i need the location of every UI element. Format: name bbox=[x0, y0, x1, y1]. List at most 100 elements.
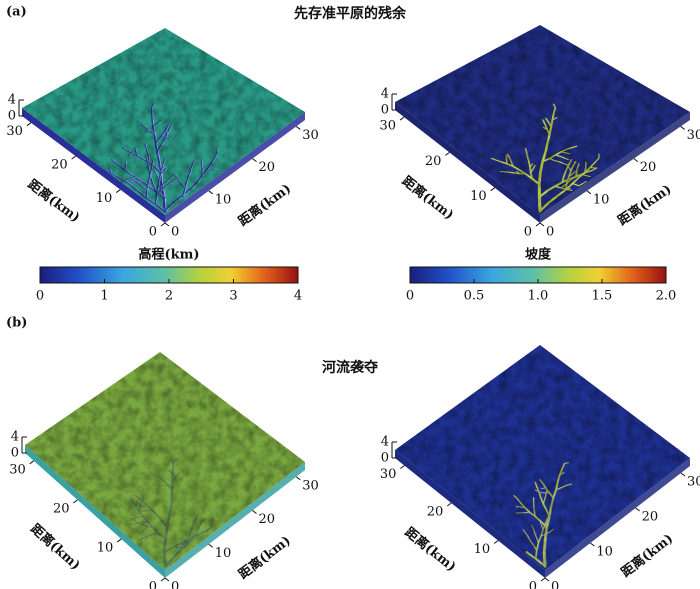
panel-label: (a) bbox=[6, 5, 27, 20]
y-tick bbox=[164, 222, 170, 227]
z-tick-label: 4 bbox=[381, 435, 389, 450]
terrain-texture bbox=[395, 25, 690, 215]
y-tick-label: 30 bbox=[302, 478, 319, 493]
x-tick bbox=[160, 222, 166, 227]
y-tick-label: 30 bbox=[687, 128, 700, 143]
y-tick-label: 20 bbox=[259, 160, 276, 175]
terrain-side bbox=[165, 462, 305, 578]
terrain-side bbox=[22, 108, 165, 223]
z-tick-label: 0 bbox=[381, 103, 389, 118]
x-tick bbox=[446, 502, 452, 507]
y-tick bbox=[586, 190, 592, 195]
colorbar-tick-label: 1 bbox=[100, 289, 108, 304]
y-tick-label: 10 bbox=[215, 192, 232, 207]
x-tick bbox=[445, 151, 450, 156]
colorbar-tick-label: 2 bbox=[165, 289, 173, 304]
x-tick-label: 10 bbox=[96, 191, 113, 206]
y-tick bbox=[539, 222, 545, 227]
y-tick bbox=[208, 190, 214, 195]
terrain-side bbox=[395, 102, 540, 223]
z-tick-label: 4 bbox=[11, 430, 19, 445]
x-tick bbox=[116, 538, 122, 543]
y-tick-label: 30 bbox=[687, 475, 700, 490]
colorbar-tick-label: 3 bbox=[229, 289, 237, 304]
x-tick-label: 30 bbox=[380, 119, 397, 134]
panel-label: (b) bbox=[6, 316, 27, 331]
y-tick-label: 20 bbox=[259, 512, 276, 527]
y-tick bbox=[295, 126, 301, 130]
colorbar-title: 坡度 bbox=[525, 247, 552, 263]
terrain-texture bbox=[25, 352, 305, 570]
y-tick-label: 10 bbox=[215, 546, 232, 561]
y-axis-label: 距离(km) bbox=[236, 533, 294, 583]
panel-title: 河流袭夺 bbox=[322, 359, 379, 376]
colorbar-tick-label: 4 bbox=[294, 289, 302, 304]
x-tick bbox=[400, 465, 405, 469]
terrain-texture bbox=[22, 28, 305, 215]
terrain-side bbox=[545, 458, 690, 578]
x-axis-label: 距离(km) bbox=[399, 173, 457, 223]
y-tick bbox=[295, 476, 301, 481]
z-tick-label: 4 bbox=[381, 87, 389, 102]
terrain-texture bbox=[395, 345, 690, 570]
y-tick-label: 20 bbox=[642, 510, 659, 525]
x-tick bbox=[540, 577, 546, 582]
y-axis-label: 距离(km) bbox=[615, 181, 674, 229]
y-axis-label: 距离(km) bbox=[618, 531, 676, 581]
y-tick bbox=[633, 158, 639, 163]
x-tick bbox=[116, 189, 121, 193]
x-tick bbox=[493, 540, 499, 544]
terrain-side bbox=[540, 112, 690, 223]
x-tick-label: 0 bbox=[524, 225, 532, 240]
terrain-side bbox=[165, 112, 305, 223]
y-tick bbox=[164, 577, 170, 582]
x-tick bbox=[490, 187, 495, 192]
colorbar-tick-label: 1.5 bbox=[592, 289, 613, 304]
x-tick bbox=[73, 499, 78, 504]
y-tick bbox=[544, 577, 550, 582]
z-tick-label: 0 bbox=[11, 446, 19, 461]
y-tick bbox=[635, 507, 640, 512]
x-tick-label: 0 bbox=[149, 580, 157, 589]
y-tick bbox=[680, 472, 686, 477]
colorbar-tick-label: 0 bbox=[406, 289, 414, 304]
x-tick-label: 20 bbox=[53, 501, 70, 516]
terrain-side bbox=[395, 450, 545, 578]
x-tick bbox=[160, 577, 166, 582]
y-tick bbox=[208, 543, 214, 548]
x-tick bbox=[399, 116, 405, 121]
x-tick-label: 0 bbox=[529, 580, 537, 589]
y-axis-label: 距离(km) bbox=[235, 181, 294, 230]
y-tick-label: 20 bbox=[640, 160, 657, 175]
x-tick-label: 10 bbox=[97, 540, 114, 555]
z-tick-label: 4 bbox=[8, 93, 16, 108]
x-tick-label: 30 bbox=[9, 462, 26, 477]
colorbar-title: 高程(km) bbox=[138, 247, 199, 263]
x-tick-label: 20 bbox=[425, 154, 442, 169]
x-tick-label: 10 bbox=[470, 189, 487, 204]
x-tick-label: 0 bbox=[149, 225, 157, 240]
y-tick-label: 10 bbox=[593, 192, 610, 207]
x-tick bbox=[71, 155, 76, 160]
y-tick-label: 0 bbox=[171, 225, 179, 240]
x-axis-label: 距离(km) bbox=[25, 176, 83, 225]
panel-title: 先存准平原的残余 bbox=[294, 5, 407, 22]
x-tick bbox=[26, 122, 32, 127]
x-tick bbox=[29, 460, 35, 465]
y-tick bbox=[252, 158, 257, 163]
x-axis-label: 距离(km) bbox=[27, 521, 83, 574]
y-tick-label: 0 bbox=[546, 225, 554, 240]
z-tick-label: 0 bbox=[8, 109, 16, 124]
x-tick-label: 30 bbox=[380, 467, 397, 482]
y-tick bbox=[252, 510, 257, 514]
y-tick bbox=[680, 126, 685, 130]
colorbar-tick-label: 0.5 bbox=[464, 289, 485, 304]
colorbar-tick-label: 1.0 bbox=[528, 289, 549, 304]
y-tick-label: 0 bbox=[171, 580, 179, 589]
terrain-side bbox=[25, 445, 165, 578]
x-tick bbox=[535, 222, 541, 227]
z-tick-label: 0 bbox=[381, 451, 389, 466]
y-tick bbox=[590, 542, 595, 547]
x-axis-label: 距离(km) bbox=[401, 524, 459, 575]
